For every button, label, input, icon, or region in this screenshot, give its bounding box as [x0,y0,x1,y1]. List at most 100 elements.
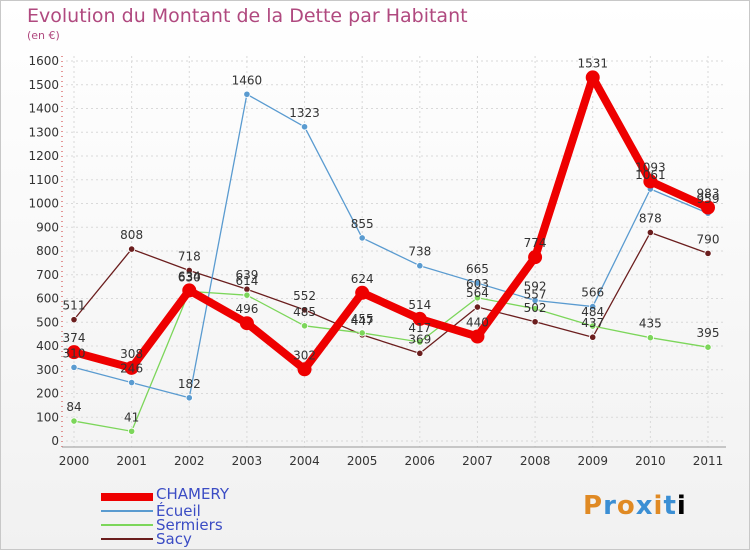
series-line-sacy [73,231,709,355]
data-label: 603 [466,277,489,291]
data-point [297,362,312,377]
data-label: 310 [63,346,86,360]
data-label: 41 [124,410,139,424]
data-label: 435 [639,317,662,331]
data-label: 395 [697,326,720,340]
data-point [589,322,597,330]
data-point [182,283,197,298]
y-tick-label: 1100 [28,173,59,187]
series-line-écueil [73,93,709,399]
legend-label-ecueil: Écueil [156,502,201,520]
data-point [646,228,654,237]
y-tick-label: 1000 [28,197,59,211]
y-tick-label: 800 [36,244,59,258]
data-label: 1323 [289,106,320,120]
data-label: 738 [408,245,431,259]
data-point [243,291,251,299]
data-point [243,90,251,98]
data-point [531,296,539,304]
data-point [128,245,136,253]
series-line-sermiers [73,290,709,432]
y-tick-label: 400 [36,339,59,353]
data-point [185,394,193,402]
data-label: 308 [120,347,143,361]
data-point [128,378,136,387]
series-line-chamery [72,73,710,374]
x-tick-label: 2010 [635,454,666,468]
data-label: 1093 [635,160,666,174]
data-label: 790 [697,232,720,246]
data-label: 718 [178,249,201,263]
y-tick-label: 1300 [28,125,59,139]
data-point [124,360,139,375]
data-label: 983 [697,187,720,201]
x-tick-label: 2009 [577,454,608,468]
data-point [412,311,427,326]
data-label: 592 [524,279,547,293]
data-point [416,338,424,346]
data-label: 566 [581,286,604,300]
data-label: 959 [697,192,720,206]
y-tick-label: 1600 [28,54,59,68]
data-label: 855 [351,217,374,231]
y-tick-label: 300 [36,363,59,377]
data-point [128,427,136,435]
data-label: 374 [63,331,86,345]
data-point [185,266,193,275]
data-label: 665 [466,262,489,276]
legend-swatch-sermiers [101,524,153,526]
legend-swatch-sacy [101,538,153,540]
data-label: 614 [235,274,258,288]
data-label: 447 [351,314,374,328]
data-point [643,174,658,189]
data-point [473,303,482,311]
data-label: 511 [63,299,86,313]
legend-swatch-chamery [101,493,153,501]
data-label: 624 [351,272,374,286]
data-point [646,334,654,342]
data-label: 417 [408,321,431,335]
x-tick-label: 2003 [232,454,263,468]
data-label: 440 [466,316,489,330]
data-label: 878 [639,211,662,225]
data-point [416,349,424,357]
data-label: 774 [524,236,547,250]
data-label: 564 [466,286,489,300]
x-tick-label: 2006 [405,454,436,468]
y-tick-label: 200 [36,387,59,401]
data-point [528,250,543,265]
legend-swatch-ecueil [101,510,153,512]
data-label: 496 [235,302,258,316]
data-label: 552 [293,289,316,303]
data-point [70,363,78,371]
data-point [589,333,597,341]
data-point [473,279,482,287]
legend-label-chamery: CHAMERY [156,485,230,503]
data-point [704,343,712,351]
x-tick-label: 2011 [693,454,724,468]
x-tick-label: 2004 [289,454,320,468]
data-label: 485 [293,305,316,319]
data-label: 84 [66,400,81,414]
data-label: 455 [351,312,374,326]
x-tick-label: 2008 [520,454,551,468]
y-tick-label: 1400 [28,102,59,116]
data-point [300,123,309,131]
data-point [416,262,424,270]
data-label: 634 [178,269,201,283]
data-label: 630 [178,270,201,284]
y-tick-label: 600 [36,292,59,306]
data-label: 1061 [635,168,666,182]
data-point [70,316,78,324]
data-point [358,329,366,337]
data-label: 808 [120,228,143,242]
data-label: 182 [178,377,201,391]
y-tick-label: 0 [51,434,59,448]
data-point [473,294,482,302]
y-tick-label: 900 [36,220,59,234]
data-label: 484 [581,305,604,319]
data-point [531,318,539,326]
chart-title: Evolution du Montant de la Dette par Hab… [27,5,468,27]
data-point [300,322,309,330]
